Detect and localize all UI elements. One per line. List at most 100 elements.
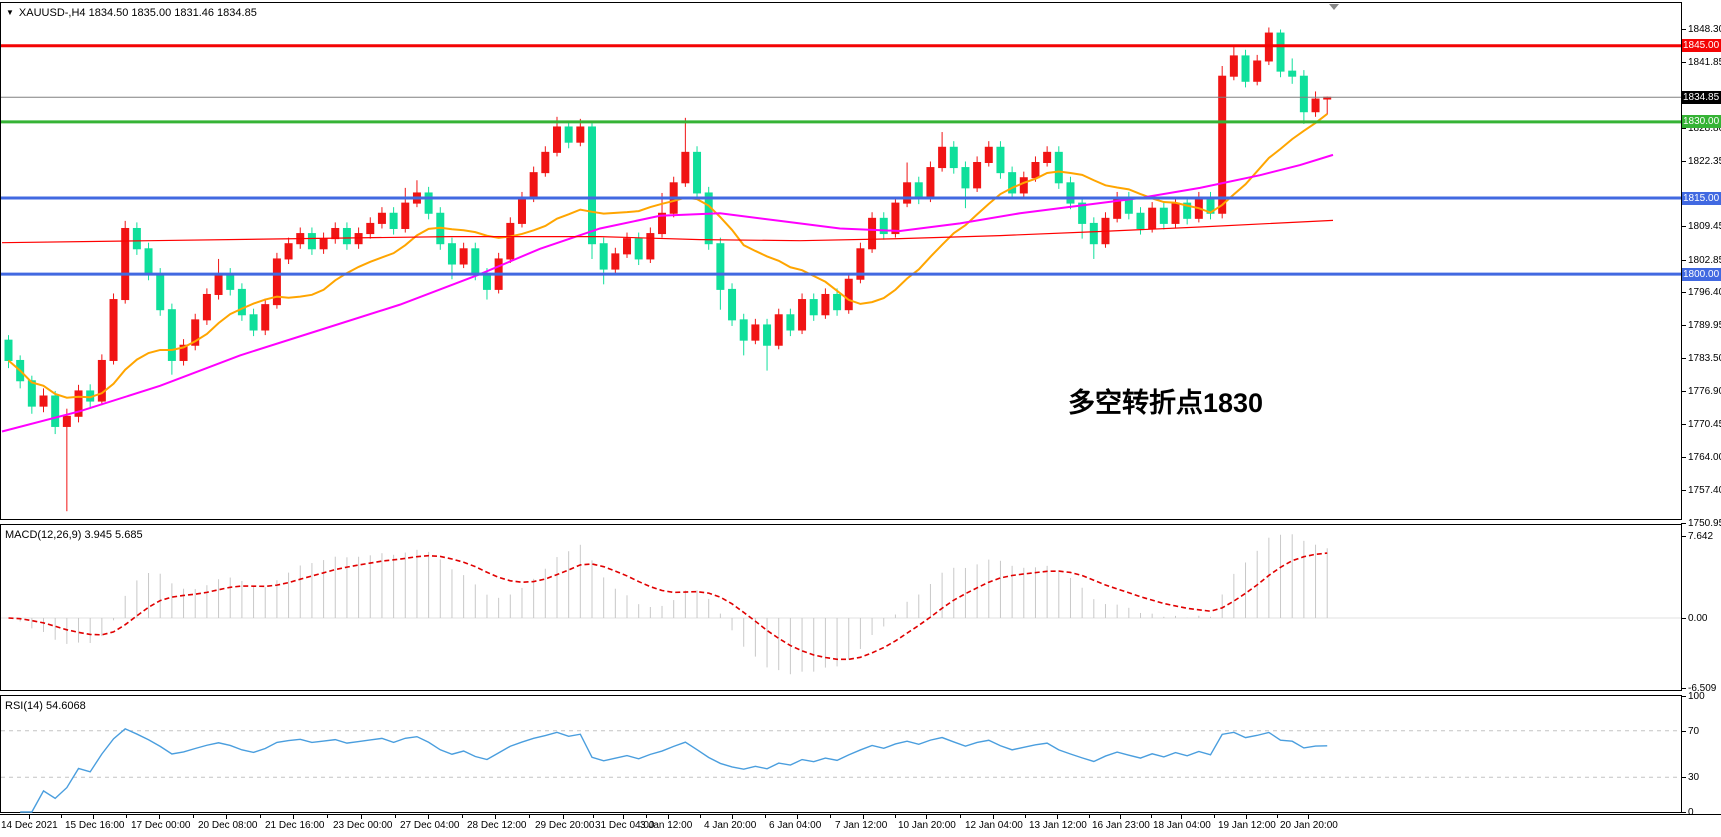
- rsi-plot[interactable]: [1, 728, 1681, 813]
- time-tickmark: [461, 815, 463, 818]
- symbol-dropdown-icon[interactable]: ▼: [6, 8, 14, 17]
- rsi-tickmark: [1681, 730, 1686, 732]
- rsi-panel[interactable]: [0, 695, 1682, 813]
- candle-body: [1183, 202, 1192, 219]
- candle-body: [237, 288, 246, 316]
- candle-body: [552, 126, 561, 153]
- candle-body: [1218, 75, 1227, 214]
- rsi-tickmark: [1681, 696, 1686, 697]
- candle-body: [202, 293, 211, 321]
- price-tickmark: [1681, 357, 1686, 359]
- candle-body: [739, 319, 748, 341]
- candle-body: [307, 233, 316, 250]
- time-axis-line: [0, 814, 1721, 815]
- macd-panel[interactable]: [0, 524, 1682, 691]
- price-tickmark: [1681, 29, 1686, 30]
- candle-body: [529, 172, 538, 199]
- time-tickmark: [926, 815, 927, 819]
- candle-body: [1078, 202, 1087, 224]
- candle-body: [844, 278, 853, 311]
- macd-signal-line: [8, 552, 1328, 661]
- time-tickmark: [1181, 815, 1182, 819]
- price-tickmark: [1681, 490, 1686, 492]
- candle-body: [1066, 182, 1075, 204]
- price-tick-label: 1809.45: [1688, 221, 1721, 233]
- candle-body: [599, 243, 608, 270]
- time-tickmark: [863, 815, 864, 819]
- macd-indicator-label: MACD(12,26,9) 3.945 5.685: [5, 529, 143, 541]
- time-tick-label: 3 Jan 12:00: [640, 820, 693, 831]
- rsi-tick-label: 70: [1688, 725, 1700, 737]
- magenta-ma-line: [1, 153, 1334, 433]
- time-tickmark: [1277, 815, 1278, 818]
- price-tick-label: 1757.40: [1688, 485, 1721, 497]
- price-tick-label: 1764.00: [1688, 451, 1721, 463]
- candlestick-series[interactable]: [4, 27, 1332, 512]
- candle-body: [424, 192, 433, 214]
- candle-body: [482, 273, 491, 290]
- time-tick-label: 29 Dec 20:00: [535, 820, 595, 831]
- price-tickmark: [1681, 292, 1686, 294]
- price-tick-label: 1828.80: [1688, 122, 1721, 134]
- candle-body: [261, 304, 270, 331]
- time-tickmark: [1246, 815, 1247, 819]
- time-tickmark: [259, 815, 261, 818]
- time-tick-label: 16 Jan 23:00: [1092, 820, 1150, 831]
- orange-ma-line: [7, 113, 1328, 399]
- candle-body: [751, 324, 760, 341]
- price-tick-label: 1848.30: [1688, 24, 1721, 35]
- macd-tick-label: 7.642: [1688, 530, 1714, 542]
- time-tickmark: [61, 815, 62, 818]
- price-tickmark: [1681, 523, 1686, 525]
- candle-body: [681, 151, 690, 184]
- time-tick-label: 7 Jan 12:00: [835, 820, 888, 831]
- time-tick-label: 13 Jan 12:00: [1029, 820, 1087, 831]
- candle-body: [786, 314, 795, 331]
- time-tickmark: [1088, 815, 1090, 818]
- candle-body: [97, 359, 106, 402]
- candle-body: [447, 243, 456, 265]
- candle-body: [693, 151, 702, 194]
- annotation-text[interactable]: 多空转折点1830: [1068, 388, 1264, 418]
- time-tickmark: [293, 815, 294, 819]
- horizontal-level-lines[interactable]: [1, 44, 1681, 276]
- time-tickmark: [192, 815, 194, 818]
- time-tick-label: 19 Jan 12:00: [1218, 820, 1276, 831]
- price-tick-label: 1822.35: [1688, 155, 1721, 167]
- price-badge-1834.85: 1834.85: [1682, 90, 1721, 104]
- candle-body: [774, 314, 783, 346]
- time-tickmark: [1120, 815, 1121, 819]
- candle-body: [1311, 98, 1320, 113]
- candle-body: [623, 238, 632, 255]
- time-tick-label: 18 Jan 04:00: [1153, 820, 1211, 831]
- time-tickmark: [563, 815, 564, 819]
- time-tickmark: [93, 815, 94, 819]
- candle-body: [949, 146, 958, 169]
- candle-body: [564, 126, 573, 143]
- candle-body: [868, 217, 877, 250]
- macd-plot[interactable]: [1, 534, 1681, 675]
- candle-body: [798, 299, 807, 331]
- candle-body: [1089, 222, 1098, 245]
- price-tickmark: [1681, 391, 1686, 393]
- time-tickmark: [668, 815, 669, 819]
- candle-body: [611, 253, 620, 270]
- macd-tickmark: [1681, 535, 1686, 537]
- time-tick-label: 31 Dec 04:00: [595, 820, 655, 831]
- red-ma-line: [1, 219, 1334, 244]
- time-tick-label: 14 Dec 2021: [1, 820, 58, 831]
- price-tick-label: 1841.85: [1688, 56, 1721, 68]
- time-tick-label: 6 Jan 04:00: [769, 820, 822, 831]
- time-tickmark: [993, 815, 994, 819]
- chart-shift-marker-icon[interactable]: [1329, 4, 1339, 10]
- time-tickmark: [529, 815, 530, 818]
- candle-body: [658, 212, 667, 235]
- time-tick-label: 17 Dec 00:00: [131, 820, 191, 831]
- candle-body: [646, 233, 655, 260]
- candle-body: [1031, 161, 1040, 179]
- candle-body: [354, 233, 363, 245]
- rsi-tick-label: 100: [1688, 691, 1705, 702]
- price-tickmark: [1681, 456, 1686, 458]
- time-tickmark: [623, 815, 624, 819]
